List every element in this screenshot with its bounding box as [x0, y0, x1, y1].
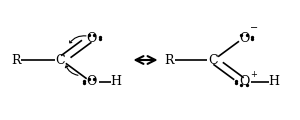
Text: C: C: [56, 54, 65, 66]
Text: O: O: [239, 75, 249, 88]
Text: R: R: [165, 54, 174, 66]
Text: O: O: [239, 32, 249, 45]
Text: H: H: [110, 75, 121, 88]
Text: O: O: [87, 32, 97, 45]
Text: R: R: [11, 54, 20, 66]
Text: C: C: [208, 54, 218, 66]
Text: O: O: [87, 75, 97, 88]
Text: −: −: [250, 23, 258, 33]
Text: +: +: [250, 70, 257, 79]
Text: H: H: [268, 75, 279, 88]
